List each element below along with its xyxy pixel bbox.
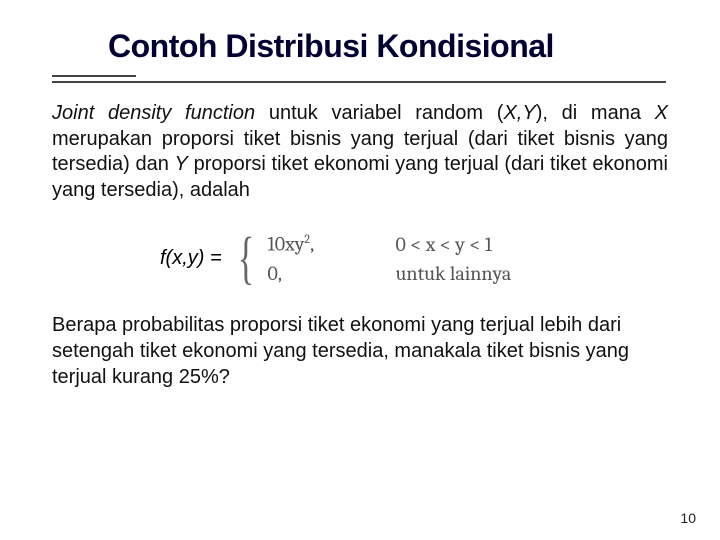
phrase-joint-density: Joint density function: [52, 102, 255, 124]
case-1: 10xy2, 0 < x < y < 1: [268, 232, 512, 256]
var-y: Y: [175, 153, 188, 175]
case-2-cond: untuk lainnya: [396, 262, 512, 285]
var-xy: X,Y: [503, 102, 535, 124]
left-brace-icon: {: [237, 229, 254, 287]
page-number: 10: [680, 510, 696, 526]
slide-container: Contoh Distribusi Kondisional Joint dens…: [0, 0, 720, 540]
case-2: 0, untuk lainnya: [268, 262, 512, 285]
question-paragraph: Berapa probabilitas proporsi tiket ekono…: [52, 313, 668, 390]
body-paragraph: Joint density function untuk variabel ra…: [52, 101, 668, 203]
formula-lhs: f(x,y) =: [160, 247, 222, 270]
slide-title: Contoh Distribusi Kondisional: [108, 28, 668, 65]
case-1-expr: 10xy2,: [268, 232, 364, 256]
var-x: X: [655, 102, 668, 124]
title-rule-long: [52, 81, 666, 83]
case-2-expr: 0,: [268, 262, 364, 285]
text-span: ), di mana: [536, 102, 655, 124]
case-1-cond: 0 < x < y < 1: [396, 233, 493, 256]
formula-block: f(x,y) = { 10xy2, 0 < x < y < 1 0, untuk…: [160, 229, 668, 287]
piecewise-cases: 10xy2, 0 < x < y < 1 0, untuk lainnya: [268, 232, 512, 285]
title-rule-short: [52, 75, 136, 77]
text-span: untuk variabel random (: [255, 102, 503, 124]
case-1-base: 10xy: [268, 233, 305, 256]
case-1-comma: ,: [310, 233, 314, 256]
piecewise-wrap: { 10xy2, 0 < x < y < 1 0, untuk lainnya: [232, 229, 512, 287]
